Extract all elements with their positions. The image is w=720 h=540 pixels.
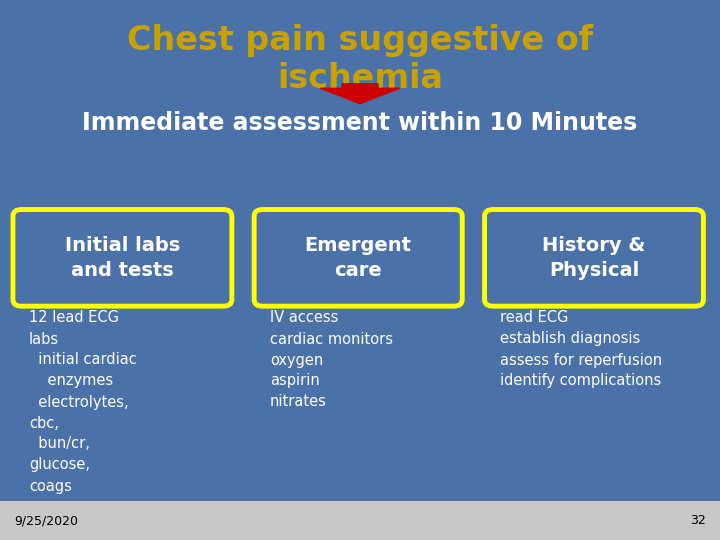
Text: Initial labs
and tests: Initial labs and tests [65,236,180,280]
FancyBboxPatch shape [13,210,232,306]
Text: Chest pain suggestive of: Chest pain suggestive of [127,24,593,57]
Text: 32: 32 [690,514,706,527]
FancyBboxPatch shape [0,0,720,501]
Polygon shape [320,84,400,104]
Text: IV access
cardiac monitors
oxygen
aspirin
nitrates: IV access cardiac monitors oxygen aspiri… [270,310,393,409]
Text: ischemia: ischemia [277,62,443,95]
Text: 9/25/2020: 9/25/2020 [14,514,78,527]
Text: read ECG
establish diagnosis
assess for reperfusion
identify complications: read ECG establish diagnosis assess for … [500,310,662,388]
FancyBboxPatch shape [485,210,703,306]
Text: Immediate assessment within 10 Minutes: Immediate assessment within 10 Minutes [82,111,638,134]
Text: 12 lead ECG
labs
  initial cardiac
    enzymes
  electrolytes,
cbc,
  bun/cr,
gl: 12 lead ECG labs initial cardiac enzymes… [29,310,137,494]
Text: Emergent
care: Emergent care [305,236,412,280]
FancyBboxPatch shape [0,501,720,540]
Text: History &
Physical: History & Physical [542,236,646,280]
FancyBboxPatch shape [254,210,462,306]
